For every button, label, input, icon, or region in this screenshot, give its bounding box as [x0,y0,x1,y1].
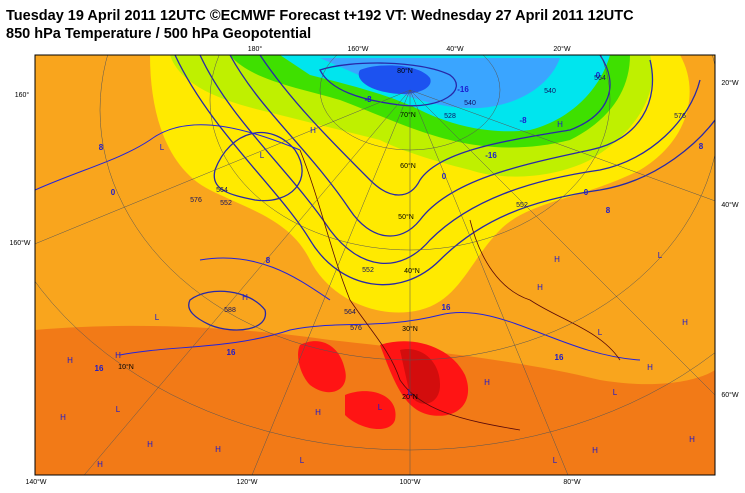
temperature-label: 8 [99,143,104,152]
pressure-center: H [242,293,248,302]
graticule-label: 70°N [400,111,416,119]
pressure-center: L [598,328,603,337]
geopotential-label: 552 [516,202,528,209]
temperature-label: -16 [457,85,469,94]
geopotential-label: 540 [464,100,476,107]
graticule-label: 40°W [721,201,739,209]
temperature-label: 0 [584,188,589,197]
pressure-center: L [160,143,165,152]
graticule-label: 160° [15,91,30,99]
geopotential-label: 564 [216,187,228,194]
geopotential-label: 576 [190,197,202,204]
pressure-center: H [97,460,103,469]
temperature-label: -16 [485,151,497,160]
geopotential-label: 588 [224,307,236,314]
temperature-label: -8 [519,116,527,125]
geopotential-label: 564 [594,75,606,82]
title: Tuesday 19 April 2011 12UTC ©ECMWF Forec… [6,8,634,24]
pressure-center: H [647,363,653,372]
pressure-center: L [408,388,413,397]
pressure-center: H [557,120,563,129]
subtitle: 850 hPa Temperature / 500 hPa Geopotenti… [6,26,311,42]
temperature-label: 16 [442,303,451,312]
pressure-center: H [310,126,316,135]
map-frame [34,54,716,476]
graticule-label: 40°N [404,267,420,275]
pressure-center: H [147,440,153,449]
pressure-center: L [553,456,558,465]
pressure-center: L [300,456,305,465]
pressure-center: H [115,351,121,360]
geopotential-label: 552 [362,267,374,274]
pressure-center: H [682,318,688,327]
geopotential-label: 528 [444,113,456,120]
temperature-label: 8 [606,206,611,215]
map-field [35,55,715,475]
graticule-label: 180° [248,45,263,53]
graticule-label: 20°W [721,79,739,87]
temperature-label: 0 [111,188,116,197]
graticule-label: 60°W [721,391,739,399]
geopotential-label: 564 [344,309,356,316]
graticule-label: 10°N [118,363,134,371]
temperature-label: -8 [364,95,372,104]
pressure-center: H [554,255,560,264]
geopotential-label: 540 [544,88,556,95]
pressure-center: H [60,413,66,422]
temperature-label: 16 [95,364,104,373]
temperature-label: 16 [555,353,564,362]
coastlines [299,149,621,431]
geopotential-label: 576 [350,325,362,332]
pressure-center: H [315,408,321,417]
pressure-center: H [689,435,695,444]
graticule [35,55,715,475]
pressure-center: L [116,405,121,414]
graticule-label: 160°W [347,45,368,53]
temperature-label: 0 [442,172,447,181]
geopotential-contours [174,55,715,331]
graticule-label: 140°W [25,478,46,486]
graticule-label: 160°W [9,239,30,247]
pressure-center: H [484,378,490,387]
graticule-label: 80°W [563,478,581,486]
temperature-label: 8 [699,142,704,151]
graticule-label: 20°N [402,393,418,401]
graticule-label: 80°N [397,67,413,75]
graticule-label: 20°W [553,45,571,53]
pressure-center: L [155,313,160,322]
temperature-contours [35,124,641,361]
pressure-center: L [260,151,265,160]
graticule-label: 30°N [402,325,418,333]
pressure-center: H [215,445,221,454]
pressure-center: L [658,251,663,260]
graticule-label: 100°W [399,478,420,486]
labels: 180° 160°W 40°W 20°W 160° 160°W 140°W 120°W 100°… [9,45,739,486]
graticule-label: 60°N [400,162,416,170]
graticule-label: 120°W [236,478,257,486]
pressure-center: H [537,283,543,292]
pressure-center: L [378,403,383,412]
temperature-label: 16 [227,348,236,357]
geopotential-label: 552 [220,200,232,207]
temperature-label: 0 [596,71,601,80]
geopotential-label: 576 [674,113,686,120]
temperature-label: 8 [266,256,271,265]
graticule-label: 40°W [446,45,464,53]
graticule-label: 50°N [398,213,414,221]
pressure-center: H [592,446,598,455]
field-blue [358,65,431,95]
pressure-center: H [67,356,73,365]
pressure-center: L [613,388,618,397]
